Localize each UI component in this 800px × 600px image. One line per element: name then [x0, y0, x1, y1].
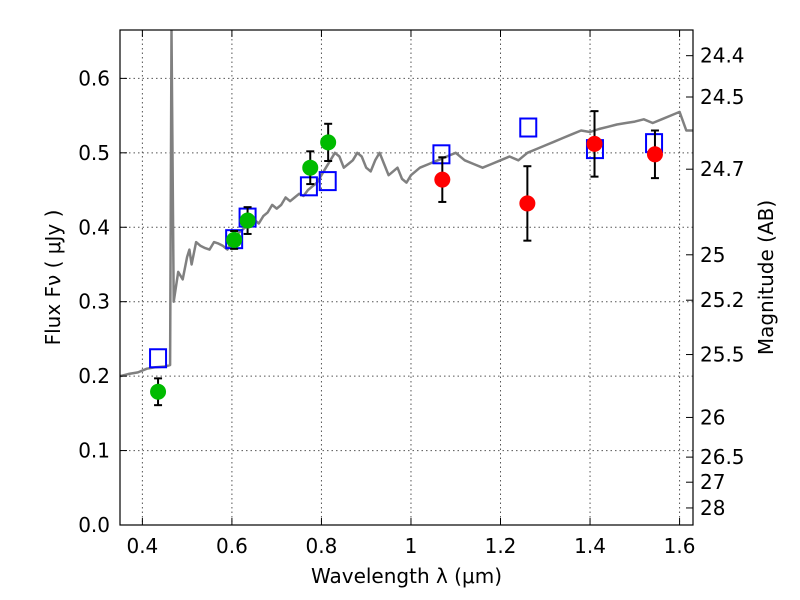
- y2-tick-label: 27: [700, 470, 725, 494]
- x-tick-label: 0.8: [306, 534, 338, 558]
- y-tick-label: 0.5: [78, 141, 110, 165]
- observed-point: [586, 135, 603, 152]
- y-axis-label: Flux Fν ( μJy ): [41, 210, 65, 346]
- axis-ticks: 0.4 0.6 0.8 1 1.2 1.4 1.6 0.0 0.1 0.2 0.3 0.4 0.5 0.6…: [78, 30, 745, 558]
- observed-point: [226, 231, 243, 248]
- y2-axis-label: Magnitude (AB): [754, 200, 778, 355]
- y-tick-label: 0.0: [78, 513, 110, 537]
- y-tick-label: 0.2: [78, 364, 110, 388]
- y2-tick-label: 24.5: [700, 85, 745, 109]
- x-tick-label: 0.6: [216, 534, 248, 558]
- x-tick-label: 1.4: [574, 534, 606, 558]
- y-tick-label: 0.1: [78, 439, 110, 463]
- y2-tick-label: 26: [700, 405, 725, 429]
- y2-tick-label: 24.4: [700, 44, 745, 68]
- data-points-layer: [149, 110, 664, 407]
- observed-point: [239, 212, 256, 229]
- observed-point: [320, 134, 337, 151]
- model-photometry-square: [299, 176, 318, 197]
- y2-tick-label: 24.7: [700, 157, 745, 181]
- y2-tick-label: 25.5: [700, 343, 745, 367]
- model-spectrum-line: [120, 30, 693, 378]
- plot-frame: [119, 29, 694, 526]
- observed-point: [646, 146, 663, 163]
- y-tick-label: 0.3: [78, 290, 110, 314]
- model-photometry-square: [149, 348, 168, 369]
- model-spectrum-layer: [120, 30, 693, 378]
- x-tick-label: 1: [405, 534, 418, 558]
- observed-point: [302, 159, 319, 176]
- y-tick-label: 0.6: [78, 66, 110, 90]
- y-tick-label: 0.4: [78, 215, 110, 239]
- observed-point: [434, 171, 451, 188]
- y2-tick-label: 25.2: [700, 288, 745, 312]
- x-tick-label: 0.4: [126, 534, 158, 558]
- y2-tick-label: 28: [700, 496, 725, 520]
- observed-point: [150, 383, 167, 400]
- y2-tick-label: 25: [700, 243, 725, 267]
- observed-point: [519, 195, 536, 212]
- x-tick-label: 1.2: [485, 534, 517, 558]
- y2-tick-label: 26.5: [700, 445, 745, 469]
- x-axis-label: Wavelength λ (μm): [311, 564, 502, 588]
- grid: [120, 30, 693, 526]
- x-tick-label: 1.6: [664, 534, 696, 558]
- model-photometry-square: [318, 171, 337, 192]
- model-photometry-square: [519, 117, 538, 138]
